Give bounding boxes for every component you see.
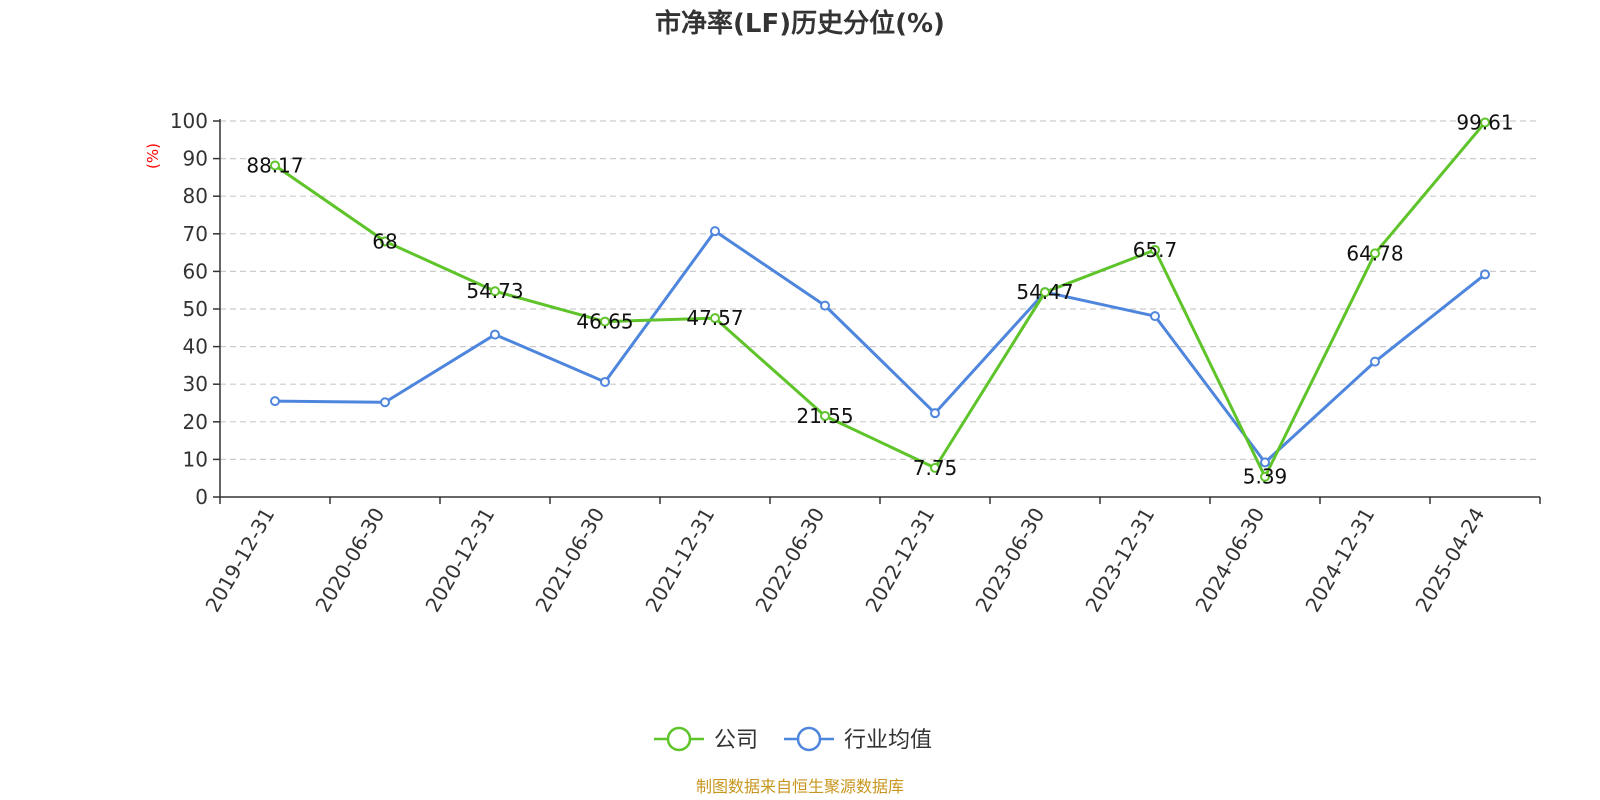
data-point[interactable] (270, 396, 280, 407)
legend-item[interactable]: 行业均值 (784, 726, 932, 753)
data-label: 54.47 (1016, 280, 1073, 304)
y-axis-label: (%) (144, 143, 162, 169)
y-tick-label: 80 (183, 184, 208, 208)
data-point[interactable] (1260, 457, 1270, 468)
data-point[interactable] (380, 236, 390, 247)
series-line (274, 121, 1487, 479)
x-tick-label: 2021-06-30 (530, 504, 609, 617)
data-point[interactable] (930, 462, 940, 473)
data-point[interactable] (600, 316, 610, 327)
data-point[interactable] (270, 160, 280, 171)
data-labels: 88.17 68 54.73 46.65 47.57 21.55 7.75 54.47 65.7… (246, 110, 1513, 488)
legend-label: 公司 (714, 728, 758, 753)
legend[interactable]: 公司 行业均值 (654, 726, 932, 753)
x-axis-ticks: 2019-12-31 2020-06-30 2020-12-31 2021-06-30… (200, 497, 1541, 617)
x-tick-label: 2019-12-31 (200, 504, 279, 617)
data-label: 46.65 (576, 310, 633, 334)
y-tick-label: 50 (183, 297, 208, 321)
data-label: 47.57 (686, 306, 743, 330)
grid-lines (220, 120, 1540, 460)
y-tick-label: 30 (183, 372, 208, 396)
data-point[interactable] (820, 300, 830, 311)
data-point[interactable] (1150, 311, 1160, 322)
x-tick-label: 2023-12-31 (1080, 504, 1159, 617)
data-point[interactable] (1480, 269, 1490, 280)
data-label: 68 (372, 229, 397, 253)
data-point[interactable] (600, 376, 610, 387)
data-point[interactable] (710, 226, 720, 237)
data-point[interactable] (710, 313, 720, 324)
data-label: 54.73 (466, 279, 523, 303)
data-label: 5.39 (1243, 465, 1288, 489)
x-tick-label: 2022-12-31 (860, 504, 939, 617)
data-point[interactable] (1370, 356, 1380, 367)
y-tick-label: 100 (170, 109, 208, 133)
data-point[interactable] (1480, 117, 1490, 128)
data-point[interactable] (490, 329, 500, 340)
source-text: 制图数据来自恒生聚源数据库 (696, 777, 904, 796)
data-point[interactable] (1370, 248, 1380, 259)
legend-marker-icon (666, 726, 692, 752)
y-axis-ticks: 0 10 20 30 40 50 60 70 80 90 100 (170, 109, 220, 509)
data-label: 7.75 (913, 456, 958, 480)
data-point[interactable] (1150, 244, 1160, 255)
x-tick-label: 2023-06-30 (970, 504, 1049, 617)
series-line (274, 229, 1486, 464)
y-tick-label: 40 (183, 335, 208, 359)
x-tick-label: 2020-06-30 (310, 504, 389, 617)
y-tick-label: 60 (183, 259, 208, 283)
legend-label: 行业均值 (844, 728, 932, 753)
legend-marker-icon (796, 726, 822, 752)
y-tick-label: 10 (183, 447, 208, 471)
x-tick-label: 2022-06-30 (750, 504, 829, 617)
y-tick-label: 20 (183, 410, 208, 434)
y-tick-label: 0 (195, 485, 208, 509)
data-point[interactable] (1040, 287, 1050, 298)
chart-title: 市净率(LF)历史分位(%) (655, 8, 945, 39)
data-point[interactable] (820, 410, 830, 421)
legend-item[interactable]: 公司 (654, 726, 758, 753)
data-label: 21.55 (796, 404, 853, 428)
y-tick-label: 90 (183, 147, 208, 171)
x-tick-label: 2021-12-31 (640, 504, 719, 617)
data-point[interactable] (380, 397, 390, 408)
data-label: 88.17 (246, 153, 303, 177)
y-tick-label: 70 (183, 222, 208, 246)
x-tick-label: 2024-06-30 (1190, 504, 1269, 617)
data-label: 64.78 (1346, 241, 1403, 265)
data-label: 65.7 (1133, 238, 1178, 262)
data-label: 99.61 (1456, 110, 1513, 134)
data-point[interactable] (930, 408, 940, 419)
x-tick-label: 2020-12-31 (420, 504, 499, 617)
x-tick-label: 2025-04-24 (1410, 504, 1489, 617)
x-tick-label: 2024-12-31 (1300, 504, 1379, 617)
data-point[interactable] (490, 286, 500, 297)
data-point[interactable] (1260, 471, 1270, 482)
series-layer (270, 117, 1490, 482)
